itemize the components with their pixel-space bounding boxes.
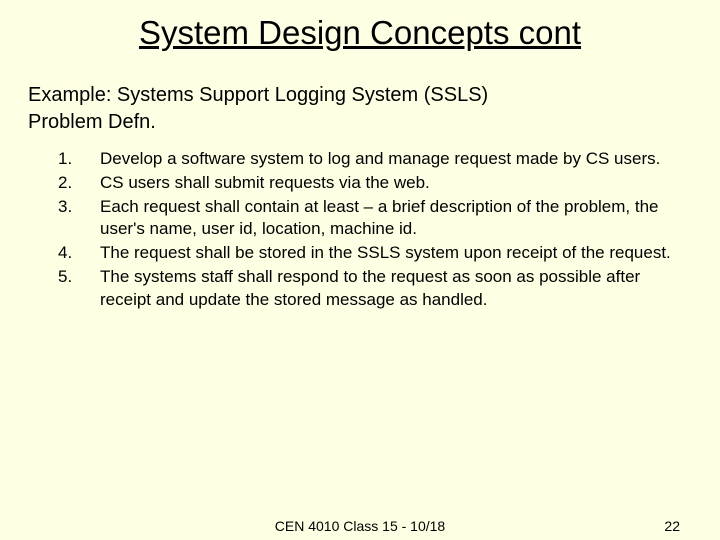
list-number: 3. — [58, 196, 100, 240]
list-number: 1. — [58, 148, 100, 170]
list-text: Develop a software system to log and man… — [100, 148, 692, 170]
list-number: 4. — [58, 242, 100, 264]
numbered-list: 1. Develop a software system to log and … — [28, 148, 692, 311]
list-item: 4. The request shall be stored in the SS… — [58, 242, 692, 264]
list-number: 5. — [58, 266, 100, 310]
list-item: 2. CS users shall submit requests via th… — [58, 172, 692, 194]
footer-page-number: 22 — [664, 518, 680, 534]
list-text: The systems staff shall respond to the r… — [100, 266, 692, 310]
example-label: Example: Systems Support Logging System … — [28, 84, 692, 107]
footer-class-info: CEN 4010 Class 15 - 10/18 — [275, 518, 445, 534]
list-item: 3. Each request shall contain at least –… — [58, 196, 692, 240]
slide-container: System Design Concepts cont Example: Sys… — [0, 0, 720, 540]
slide-title: System Design Concepts cont — [68, 14, 652, 52]
list-text: The request shall be stored in the SSLS … — [100, 242, 692, 264]
list-item: 1. Develop a software system to log and … — [58, 148, 692, 170]
list-item: 5. The systems staff shall respond to th… — [58, 266, 692, 310]
list-text: CS users shall submit requests via the w… — [100, 172, 692, 194]
problem-definition-label: Problem Defn. — [28, 111, 692, 134]
list-number: 2. — [58, 172, 100, 194]
list-text: Each request shall contain at least – a … — [100, 196, 692, 240]
